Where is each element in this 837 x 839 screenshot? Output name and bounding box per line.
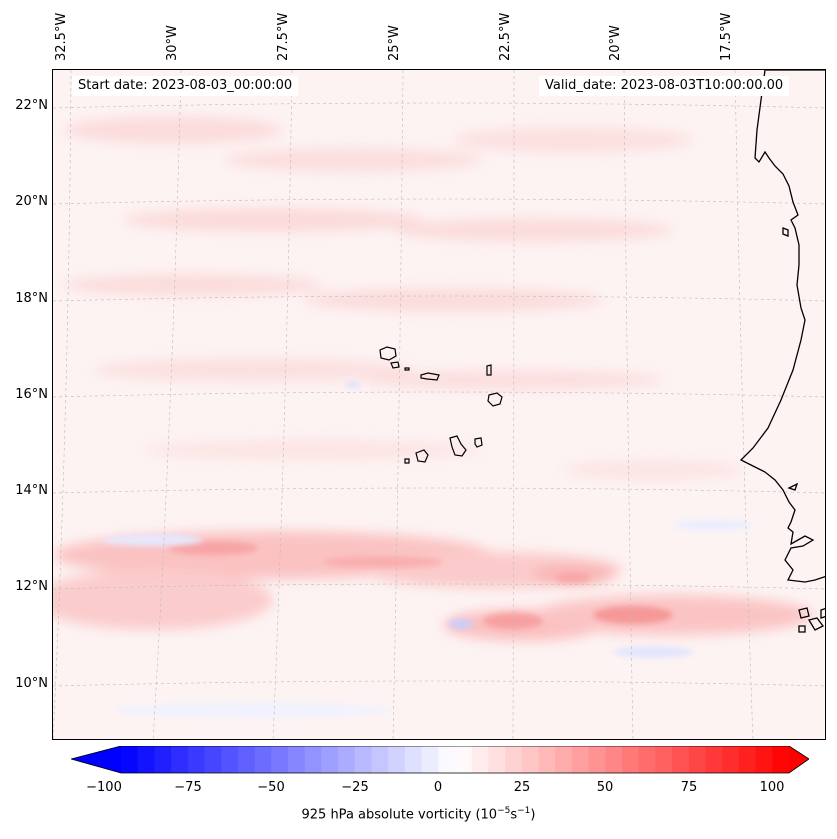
colorbar-outline — [71, 746, 809, 774]
lat-label-22n: 22°N — [15, 98, 48, 113]
colorbar-step — [271, 746, 289, 773]
colorbar-step — [755, 746, 773, 773]
cbar-tick-100: 100 — [759, 780, 785, 795]
colorbar-step — [555, 746, 573, 773]
vorticity-maxima — [168, 541, 673, 629]
colorbar-step — [338, 746, 356, 773]
lon-label-20w: 20°W — [608, 25, 623, 61]
cbar-tick-neg100: −100 — [86, 780, 122, 795]
valid-date-label: Valid_date: 2023-08-03T10:00:00.00 — [539, 76, 790, 96]
colorbar-step — [187, 746, 205, 773]
colorbar-step — [237, 746, 256, 773]
cbar-tick-neg25: −25 — [341, 780, 369, 795]
lat-label-12n: 12°N — [15, 579, 48, 594]
island-fogo — [415, 449, 429, 463]
map-canvas — [53, 70, 825, 739]
colorbar-label: 925 hPa absolute vorticity (10−5s−1) — [301, 806, 536, 823]
colorbar-step — [488, 746, 506, 773]
colorbar-step — [321, 746, 339, 773]
colorbar-step — [772, 746, 790, 773]
gridlines — [53, 70, 825, 739]
colorbar-step — [371, 746, 389, 773]
lat-label-18n: 18°N — [15, 291, 48, 306]
colorbar-steps — [121, 746, 790, 773]
colorbar-step — [221, 746, 239, 773]
colorbar-step — [455, 746, 473, 773]
island-santo-antao — [379, 346, 397, 361]
lon-label-22-5w: 22.5°W — [498, 12, 513, 61]
colorbar-step — [538, 746, 556, 773]
colorbar-step — [471, 746, 489, 773]
colorbar-step — [521, 746, 539, 773]
colorbar-step — [672, 746, 690, 773]
colorbar-step — [705, 746, 723, 773]
colorbar-step — [622, 746, 640, 773]
vorticity-negative — [103, 382, 753, 718]
colorbar — [71, 746, 809, 774]
island-santiago — [449, 435, 467, 457]
cbar-tick-25: 25 — [513, 780, 531, 795]
cbar-tick-neg50: −50 — [257, 780, 285, 795]
colorbar-step — [655, 746, 673, 773]
colorbar-step — [121, 746, 139, 773]
colorbar-step — [605, 746, 623, 773]
colorbar-step — [722, 746, 740, 773]
colorbar-step — [404, 746, 423, 773]
colorbar-step — [638, 746, 656, 773]
lon-label-30w: 30°W — [165, 25, 180, 61]
island-sao-nicolau — [420, 372, 440, 381]
colorbar-extend-low — [71, 746, 121, 773]
lat-label-16n: 16°N — [15, 387, 48, 402]
lat-label-20n: 20°N — [15, 194, 48, 209]
colorbar-step — [738, 746, 757, 773]
island-brava — [404, 458, 410, 464]
lat-label-14n: 14°N — [15, 483, 48, 498]
start-date-label: Start date: 2023-08-03_00:00:00 — [72, 76, 299, 96]
colorbar-step — [438, 746, 456, 773]
island-santa-luzia — [404, 367, 410, 371]
colorbar-step — [388, 746, 406, 773]
colorbar-step — [421, 746, 439, 773]
colorbar-step — [505, 746, 523, 773]
colorbar-step — [254, 746, 272, 773]
vorticity-background — [53, 70, 825, 739]
colorbar-extend-high — [789, 746, 809, 773]
colorbar-step — [588, 746, 606, 773]
colorbar-step — [171, 746, 189, 773]
cbar-tick-neg75: −75 — [174, 780, 202, 795]
lat-label-10n: 10°N — [15, 676, 48, 691]
cbar-tick-50: 50 — [596, 780, 614, 795]
colorbar-step — [571, 746, 590, 773]
cape-verde-islands — [379, 346, 503, 464]
lon-label-17-5w: 17.5°W — [719, 12, 734, 61]
island-sal — [486, 364, 492, 376]
lon-label-32-5w: 32.5°W — [54, 12, 69, 61]
colorbar-step — [204, 746, 222, 773]
cbar-tick-75: 75 — [680, 780, 698, 795]
island-boa-vista — [487, 392, 503, 407]
colorbar-step — [137, 746, 155, 773]
lon-label-25w: 25°W — [387, 25, 402, 61]
west-africa-coastline — [739, 70, 825, 633]
colorbar-step — [154, 746, 172, 773]
colorbar-step — [354, 746, 372, 773]
bijagos-islands — [798, 607, 825, 633]
colorbar-step — [304, 746, 322, 773]
island-sao-vicente — [390, 361, 400, 369]
colorbar-step — [688, 746, 706, 773]
vorticity-map — [52, 69, 826, 740]
colorbar-step — [288, 746, 306, 773]
cbar-tick-0: 0 — [433, 780, 443, 795]
lon-label-27-5w: 27.5°W — [276, 12, 291, 61]
island-maio — [474, 437, 483, 448]
